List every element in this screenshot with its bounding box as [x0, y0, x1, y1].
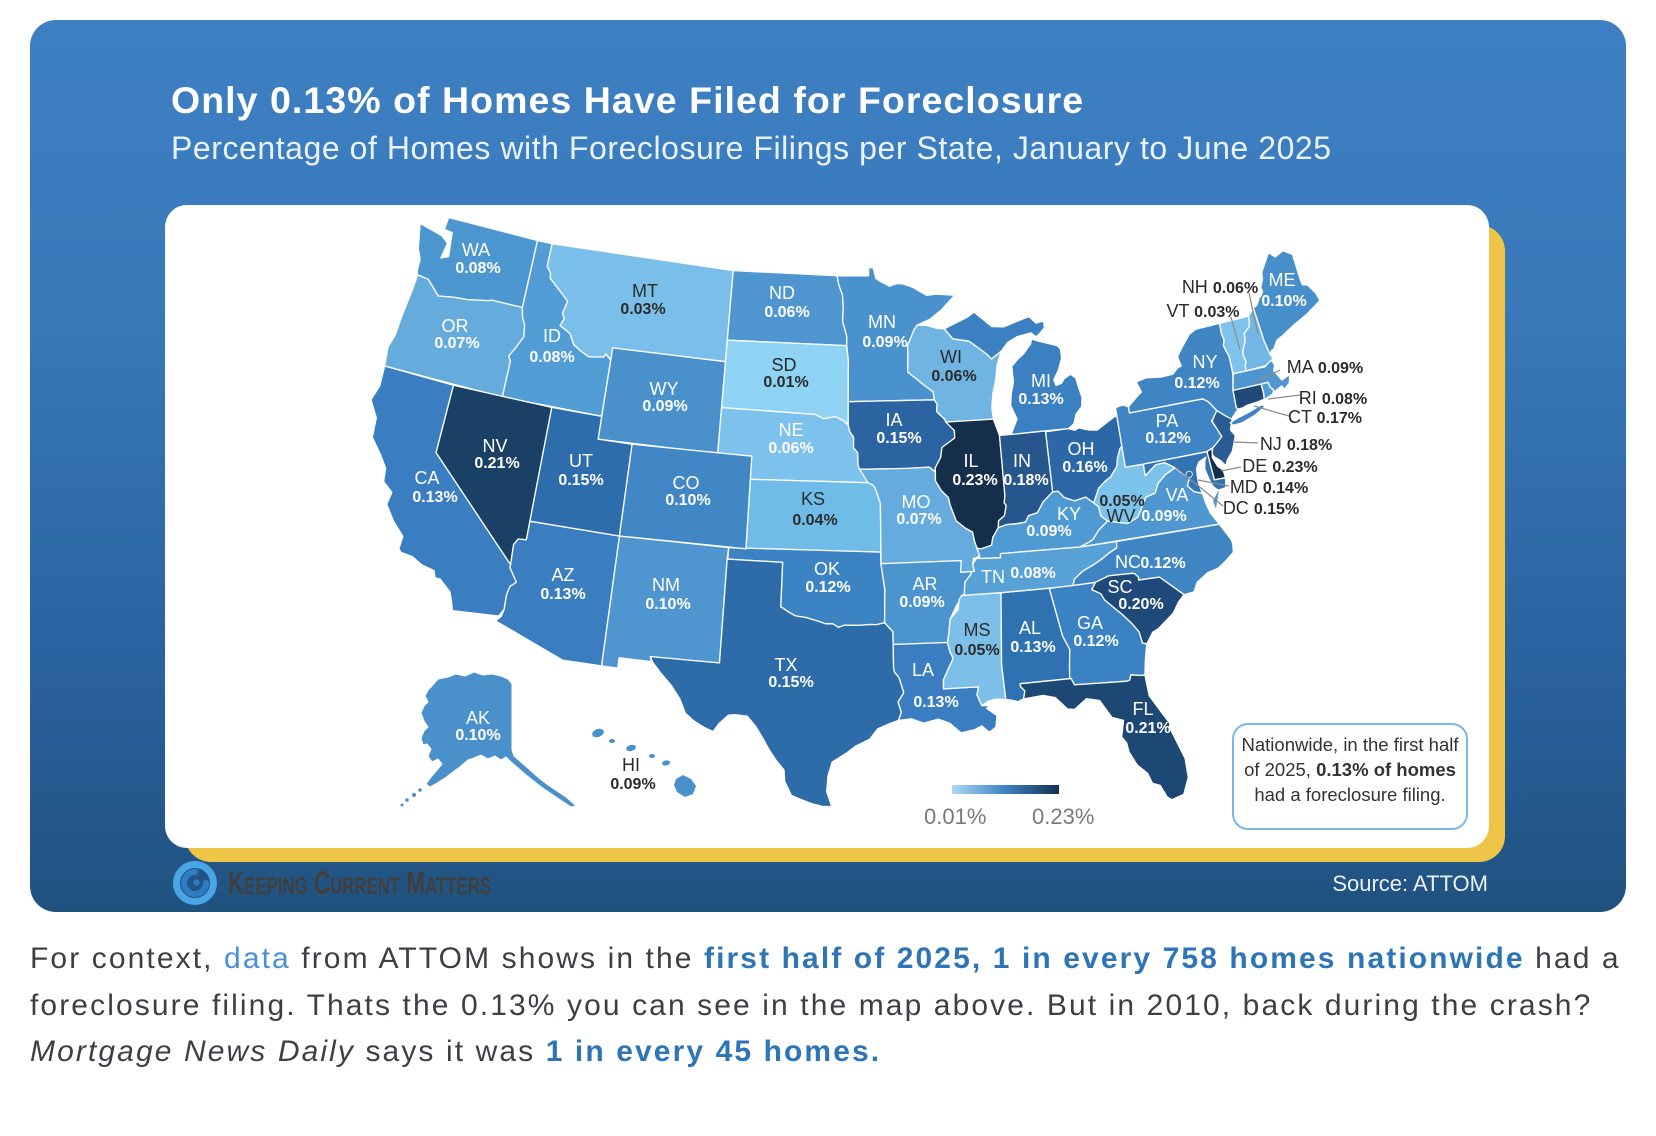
svg-text:WA: WA [462, 240, 490, 260]
svg-text:0.10%: 0.10% [645, 596, 690, 613]
svg-text:SD: SD [771, 355, 796, 375]
svg-text:VT 0.03%: VT 0.03% [1166, 301, 1239, 321]
svg-text:OH: OH [1068, 439, 1095, 459]
svg-text:NM: NM [652, 575, 680, 595]
svg-text:UT: UT [569, 451, 593, 471]
svg-text:0.09%: 0.09% [862, 334, 907, 351]
svg-text:0.07%: 0.07% [434, 335, 479, 352]
svg-text:0.09%: 0.09% [610, 776, 655, 793]
svg-text:MD 0.14%: MD 0.14% [1230, 477, 1308, 497]
svg-text:ID: ID [543, 326, 561, 346]
svg-text:FL: FL [1132, 699, 1153, 719]
svg-text:0.13%: 0.13% [913, 694, 958, 711]
svg-text:0.12%: 0.12% [1140, 555, 1185, 572]
svg-text:0.06%: 0.06% [764, 304, 809, 321]
svg-text:MS: MS [964, 620, 991, 640]
svg-text:IN: IN [1013, 451, 1031, 471]
svg-text:0.12%: 0.12% [1073, 633, 1118, 650]
svg-text:0.23%: 0.23% [952, 472, 997, 489]
svg-text:0.18%: 0.18% [1003, 472, 1048, 489]
svg-text:CA: CA [414, 468, 439, 488]
svg-text:0.13%: 0.13% [1010, 639, 1055, 656]
svg-text:PA: PA [1156, 411, 1179, 431]
svg-text:MA 0.09%: MA 0.09% [1287, 357, 1363, 377]
svg-text:0.03%: 0.03% [620, 301, 665, 318]
svg-text:0.13%: 0.13% [1018, 391, 1063, 408]
svg-text:DC 0.15%: DC 0.15% [1223, 498, 1299, 518]
svg-text:AR: AR [912, 574, 937, 594]
svg-text:CO: CO [673, 473, 700, 493]
svg-text:0.12%: 0.12% [1174, 375, 1219, 392]
svg-text:0.16%: 0.16% [1062, 459, 1107, 476]
svg-text:OK: OK [814, 559, 840, 579]
svg-text:0.08%: 0.08% [1010, 565, 1055, 582]
svg-text:NV: NV [482, 436, 507, 456]
svg-text:IA: IA [885, 410, 902, 430]
svg-text:MO: MO [902, 492, 931, 512]
svg-text:AL: AL [1019, 618, 1041, 638]
svg-text:0.06%: 0.06% [768, 440, 813, 457]
svg-text:0.21%: 0.21% [474, 455, 519, 472]
svg-text:0.08%: 0.08% [455, 260, 500, 277]
svg-text:0.10%: 0.10% [1261, 293, 1306, 310]
svg-text:0.04%: 0.04% [792, 512, 837, 529]
svg-text:NH 0.06%: NH 0.06% [1182, 277, 1258, 297]
svg-text:ND: ND [769, 283, 795, 303]
svg-text:CT 0.17%: CT 0.17% [1288, 407, 1362, 427]
svg-text:0.13%: 0.13% [412, 489, 457, 506]
svg-text:WY: WY [650, 379, 679, 399]
svg-text:KY: KY [1057, 504, 1081, 524]
svg-text:DE 0.23%: DE 0.23% [1242, 456, 1317, 476]
svg-text:0.10%: 0.10% [455, 727, 500, 744]
svg-text:0.08%: 0.08% [529, 349, 574, 366]
svg-text:HI: HI [622, 755, 640, 775]
svg-text:OR: OR [442, 316, 469, 336]
svg-text:MN: MN [868, 312, 896, 332]
svg-text:0.09%: 0.09% [642, 398, 687, 415]
svg-text:NC: NC [1115, 552, 1141, 572]
svg-text:AZ: AZ [551, 565, 574, 585]
svg-text:NE: NE [778, 420, 803, 440]
svg-text:IL: IL [963, 451, 978, 471]
svg-text:ME: ME [1269, 270, 1296, 290]
svg-text:NJ 0.18%: NJ 0.18% [1260, 434, 1332, 454]
svg-text:0.15%: 0.15% [558, 472, 603, 489]
svg-text:KS: KS [801, 489, 825, 509]
svg-text:NY: NY [1192, 352, 1217, 372]
svg-text:0.09%: 0.09% [1141, 508, 1186, 525]
svg-text:0.10%: 0.10% [665, 492, 710, 509]
svg-text:0.13%: 0.13% [540, 586, 585, 603]
svg-text:0.15%: 0.15% [768, 674, 813, 691]
svg-text:AK: AK [466, 708, 490, 728]
svg-text:0.20%: 0.20% [1118, 596, 1163, 613]
svg-text:0.12%: 0.12% [805, 579, 850, 596]
svg-text:WV: WV [1107, 506, 1136, 526]
svg-text:MT: MT [632, 281, 658, 301]
svg-text:0.05%: 0.05% [954, 642, 999, 659]
svg-text:RI 0.08%: RI 0.08% [1299, 388, 1367, 408]
svg-text:0.07%: 0.07% [896, 511, 941, 528]
svg-text:0.12%: 0.12% [1145, 430, 1190, 447]
svg-text:LA: LA [912, 660, 934, 680]
svg-text:0.01%: 0.01% [763, 374, 808, 391]
svg-text:0.09%: 0.09% [1026, 523, 1071, 540]
svg-text:0.05%: 0.05% [1099, 493, 1144, 510]
svg-text:GA: GA [1077, 613, 1103, 633]
svg-text:MI: MI [1031, 371, 1051, 391]
svg-text:0.21%: 0.21% [1125, 720, 1170, 737]
svg-text:0.09%: 0.09% [899, 594, 944, 611]
svg-text:WI: WI [940, 347, 962, 367]
svg-text:TN: TN [981, 567, 1005, 587]
svg-text:TX: TX [774, 655, 797, 675]
svg-text:SC: SC [1107, 577, 1132, 597]
svg-text:0.06%: 0.06% [931, 368, 976, 385]
svg-text:VA: VA [1166, 485, 1189, 505]
svg-text:0.15%: 0.15% [876, 430, 921, 447]
